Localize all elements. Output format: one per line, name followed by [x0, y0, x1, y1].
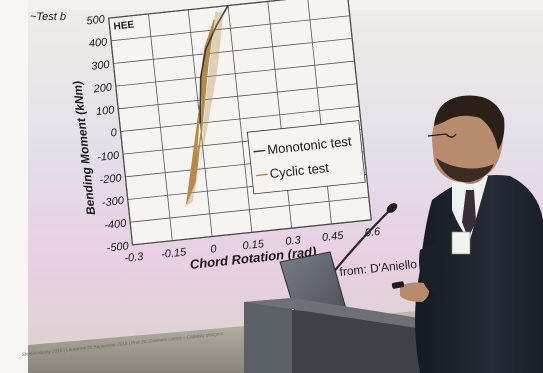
grid-line-horizontal	[111, 15, 350, 42]
x-tick-label: 0.45	[322, 230, 345, 244]
x-tick-label: 0.15	[242, 238, 265, 252]
grid-line-horizontal	[132, 219, 372, 246]
y-tick-label: -400	[104, 218, 128, 232]
eyeglasses	[427, 133, 457, 138]
speaker-beard	[436, 158, 494, 183]
y-tick-label: 200	[92, 82, 113, 96]
grid-line-horizontal	[115, 60, 355, 87]
x-tick-label: 0	[210, 243, 218, 256]
y-tick-label: -100	[97, 150, 121, 164]
grid-line-horizontal	[118, 83, 357, 110]
x-tick-label: 0.3	[285, 234, 302, 248]
y-tick-labels: 500 400 300 200 100 0 -100 -200 -300 -400 -500	[86, 13, 130, 254]
grid-line-horizontal	[120, 106, 360, 132]
x-tick-label: -0.15	[161, 246, 188, 261]
series-line-cyclic	[186, 19, 215, 205]
y-tick-label: -200	[99, 172, 123, 186]
x-tick-labels: -0.3 -0.15 0 0.15 0.3 0.45 0.6	[124, 226, 382, 265]
speaker-hair	[434, 95, 505, 150]
hysteresis-chart: 500 400 300 200 100 0 -100 -200 -300 -400 -500 -0.…	[70, 0, 382, 272]
y-tick-label: 400	[88, 36, 108, 50]
chart-series	[184, 5, 229, 208]
name-badge	[451, 231, 471, 255]
speaker-arm	[419, 240, 447, 300]
speaker-hand	[400, 282, 430, 302]
left-margin	[0, 0, 28, 373]
series-line-monotonic	[199, 5, 229, 124]
chart-grid	[108, 0, 372, 246]
cyclic-envelope	[184, 11, 224, 208]
x-tick-label: 0.6	[364, 226, 381, 240]
grid-line-horizontal	[113, 37, 353, 64]
y-tick-label: -500	[106, 240, 130, 254]
y-tick-label: 0	[110, 127, 118, 140]
remote-clicker	[391, 281, 405, 289]
y-tick-label: 100	[95, 104, 115, 118]
speaker	[391, 95, 543, 373]
speaker-tie	[462, 190, 476, 238]
grid-line-horizontal	[130, 196, 369, 223]
legend-item-cyclic: Cyclic test	[269, 160, 330, 181]
x-tick-label: -0.3	[124, 251, 145, 265]
y-tick-label: 500	[86, 13, 106, 27]
y-tick-label: -300	[101, 195, 125, 209]
y-tick-label: 300	[91, 59, 111, 73]
speaker-jacket	[415, 175, 543, 373]
chart-corner-label: HEE	[113, 19, 135, 32]
legend-box: Monotonic test Cyclic test	[246, 120, 366, 195]
slide-header-fragment: ~Test b	[30, 11, 66, 23]
